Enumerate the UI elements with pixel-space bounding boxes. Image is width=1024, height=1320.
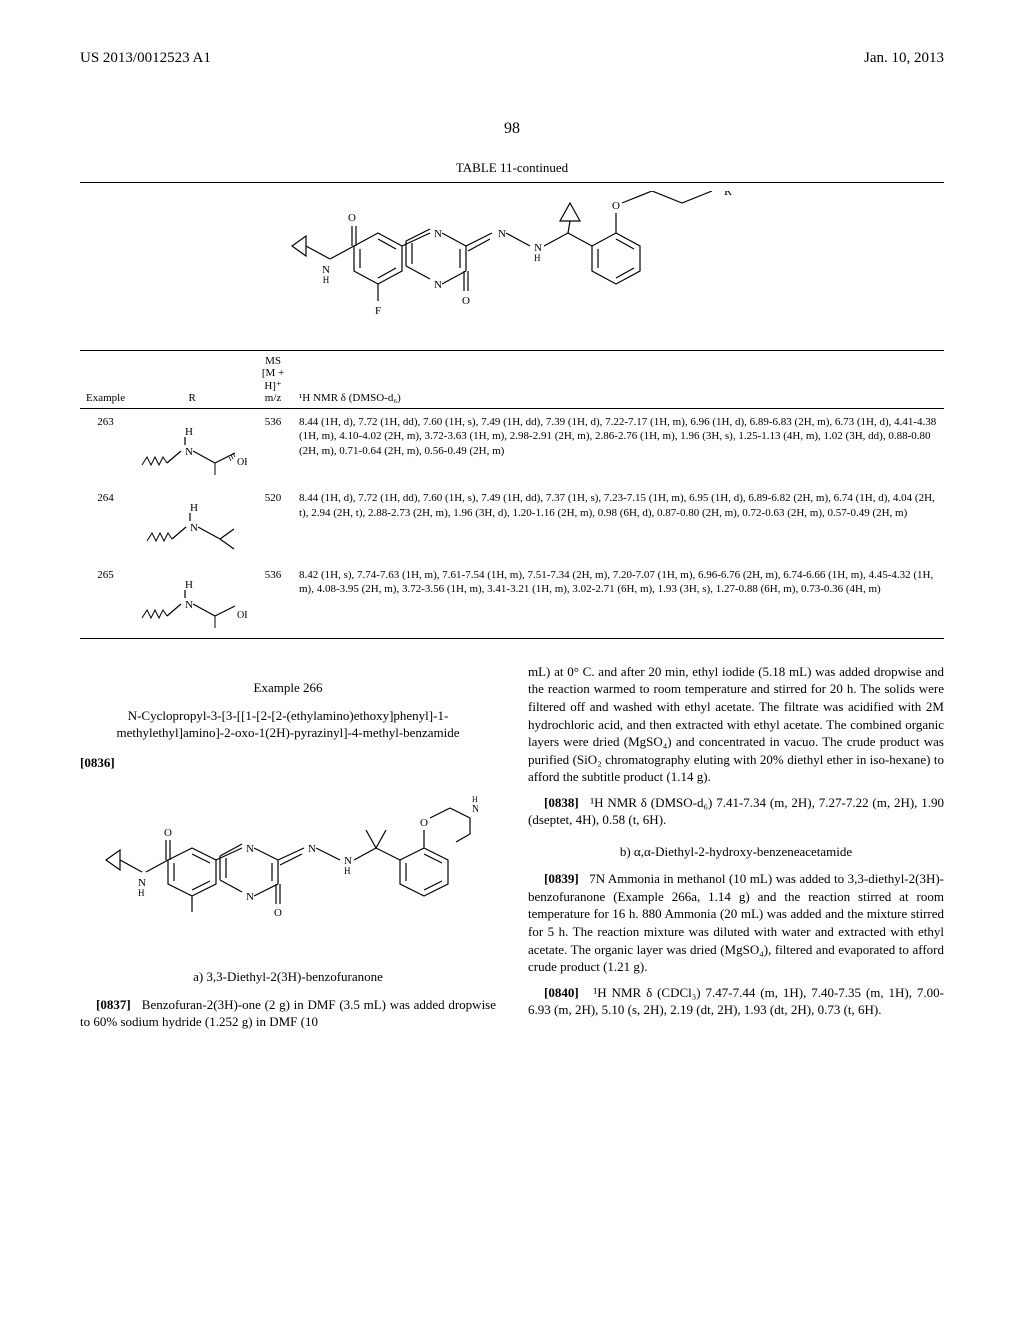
example-266-structure: N H O N xyxy=(80,788,496,953)
table-row: 263 N H OH xyxy=(80,409,944,486)
cell-example: 263 xyxy=(80,409,131,486)
svg-text:N: N xyxy=(434,279,442,291)
page-content: TABLE 11-continued O N H F xyxy=(80,160,944,1039)
svg-text:N: N xyxy=(498,228,506,240)
table-header-row: Example R MS [M + H]⁺ m/z ¹H NMR δ (DMSO… xyxy=(80,351,944,409)
svg-text:OH: OH xyxy=(237,610,247,621)
right-column: mL) at 0° C. and after 20 min, ethyl iod… xyxy=(528,663,944,1039)
svg-text:H: H xyxy=(138,888,145,898)
svg-text:O: O xyxy=(164,827,172,839)
cell-example: 265 xyxy=(80,562,131,639)
two-column-text: Example 266 N-Cyclopropyl-3-[3-[[1-[2-[2… xyxy=(80,663,944,1039)
cell-r-structure: N H OH xyxy=(131,409,253,486)
r-group-264: N H xyxy=(142,491,242,551)
svg-text:O: O xyxy=(462,295,470,307)
patent-number: US 2013/0012523 A1 xyxy=(80,50,211,67)
svg-text:N: N xyxy=(190,522,198,534)
cell-nmr: 8.44 (1H, d), 7.72 (1H, dd), 7.60 (1H, s… xyxy=(293,409,944,486)
para-0837: [0837] Benzofuran-2(3H)-one (2 g) in DMF… xyxy=(80,996,496,1031)
para-0838: [0838] ¹H NMR δ (DMSO-d₆) 7.41-7.34 (m, … xyxy=(528,794,944,829)
chemical-structure-scaffold: O N H F N N xyxy=(282,191,742,341)
svg-text:H: H xyxy=(472,795,478,804)
svg-text:R: R xyxy=(724,191,732,198)
r-group-265: N H OH xyxy=(137,568,247,628)
svg-text:F: F xyxy=(375,305,381,317)
cell-example: 264 xyxy=(80,485,131,561)
svg-text:N: N xyxy=(246,843,254,855)
svg-text:N: N xyxy=(185,446,193,458)
table-row: 264 N H xyxy=(80,485,944,561)
para-0836: [0836] xyxy=(80,754,496,772)
svg-text:O: O xyxy=(612,200,620,212)
svg-text:H: H xyxy=(185,579,193,591)
svg-text:N: N xyxy=(434,228,442,240)
para-0840: [0840] ¹H NMR δ (CDCl₃) 7.47-7.44 (m, 1H… xyxy=(528,984,944,1019)
table-row: 265 N H OH xyxy=(80,562,944,639)
svg-text:H: H xyxy=(344,866,351,876)
table-title: TABLE 11-continued xyxy=(80,160,944,176)
svg-text:OH: OH xyxy=(237,457,247,468)
compound-table: Example R MS [M + H]⁺ m/z ¹H NMR δ (DMSO… xyxy=(80,350,944,639)
page-number: 98 xyxy=(0,120,1024,138)
svg-text:N: N xyxy=(246,891,254,903)
col-r: R xyxy=(131,351,253,409)
svg-text:H: H xyxy=(534,253,541,263)
svg-text:H: H xyxy=(323,275,330,285)
para-0839: [0839] 7N Ammonia in methanol (10 mL) wa… xyxy=(528,870,944,975)
cell-r-structure: N H OH xyxy=(131,562,253,639)
r-group-263: N H OH xyxy=(137,415,247,475)
para-0837-cont: mL) at 0° C. and after 20 min, ethyl iod… xyxy=(528,663,944,786)
cell-ms: 520 xyxy=(253,485,293,561)
svg-text:N: N xyxy=(308,843,316,855)
svg-text:N: N xyxy=(472,804,478,815)
svg-text:N: N xyxy=(185,599,193,611)
publication-date: Jan. 10, 2013 xyxy=(864,50,944,67)
cell-ms: 536 xyxy=(253,409,293,486)
col-nmr: ¹H NMR δ (DMSO-d₆) xyxy=(293,351,944,409)
cell-r-structure: N H xyxy=(131,485,253,561)
chemical-structure-266: N H O N xyxy=(98,788,478,948)
example-266-name: N-Cyclopropyl-3-[3-[[1-[2-[2-(ethylamino… xyxy=(80,708,496,742)
col-ms: MS [M + H]⁺ m/z xyxy=(253,351,293,409)
col-example: Example xyxy=(80,351,131,409)
left-column: Example 266 N-Cyclopropyl-3-[3-[[1-[2-[2… xyxy=(80,663,496,1039)
scaffold-structure: O N H F N N xyxy=(80,182,944,350)
example-266-heading: Example 266 xyxy=(80,679,496,697)
subsection-a-title: a) 3,3-Diethyl-2(3H)-benzofuranone xyxy=(80,968,496,986)
svg-text:H: H xyxy=(190,502,198,514)
svg-text:O: O xyxy=(420,817,428,829)
svg-text:O: O xyxy=(348,212,356,224)
subsection-b-title: b) α,α-Diethyl-2-hydroxy-benzeneacetamid… xyxy=(528,843,944,861)
cell-ms: 536 xyxy=(253,562,293,639)
page-header: US 2013/0012523 A1 Jan. 10, 2013 xyxy=(0,50,1024,67)
svg-text:H: H xyxy=(185,426,193,438)
svg-text:O: O xyxy=(274,907,282,919)
cell-nmr: 8.42 (1H, s), 7.74-7.63 (1H, m), 7.61-7.… xyxy=(293,562,944,639)
cell-nmr: 8.44 (1H, d), 7.72 (1H, dd), 7.60 (1H, s… xyxy=(293,485,944,561)
